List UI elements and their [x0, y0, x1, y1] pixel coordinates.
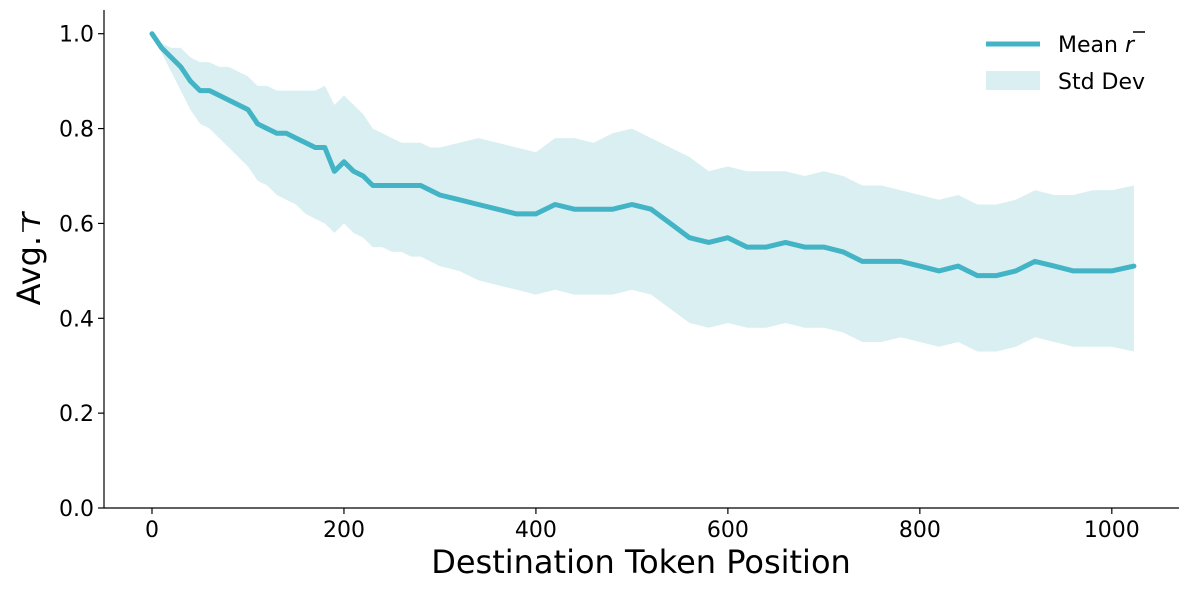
- y-tick-label: 0.2: [59, 402, 94, 427]
- y-tick-label: 0.8: [59, 118, 94, 143]
- y-axis-label-prefix: Avg.: [10, 226, 48, 306]
- y-tick-label: 0.6: [59, 212, 94, 237]
- y-axis-label-symbol: r: [10, 211, 48, 226]
- y-tick-label: 0.0: [59, 497, 94, 522]
- legend-std-swatch: [986, 71, 1040, 90]
- x-tick-label: 800: [899, 518, 941, 543]
- mean-line: [149, 31, 1137, 279]
- y-axis-label: Avg. r: [10, 211, 48, 306]
- legend-mean-symbol: r: [1125, 33, 1136, 58]
- legend-mean-prefix: Mean: [1058, 33, 1125, 58]
- y-tick-label: 1.0: [59, 23, 94, 48]
- x-axis-label: Destination Token Position: [431, 543, 851, 581]
- x-tick-label: 600: [707, 518, 749, 543]
- y-tick-label: 0.4: [59, 307, 94, 332]
- legend-std-label: Std Dev: [1058, 70, 1145, 95]
- ticks: 0 200 400 600 800 1000 0.0 0.2 0.4 0.6 0.8 1.0: [59, 23, 1140, 543]
- x-tick-label: 200: [323, 518, 365, 543]
- x-tick-label: 400: [515, 518, 557, 543]
- x-tick-label: 1000: [1084, 518, 1140, 543]
- legend: Mean r Std Dev: [986, 31, 1145, 95]
- x-tick-label: 0: [145, 518, 159, 543]
- plot-area: [149, 31, 1137, 352]
- axes: [103, 10, 1179, 509]
- legend-mean-label: Mean r: [1058, 33, 1136, 58]
- std-dev-band: [152, 33, 1134, 352]
